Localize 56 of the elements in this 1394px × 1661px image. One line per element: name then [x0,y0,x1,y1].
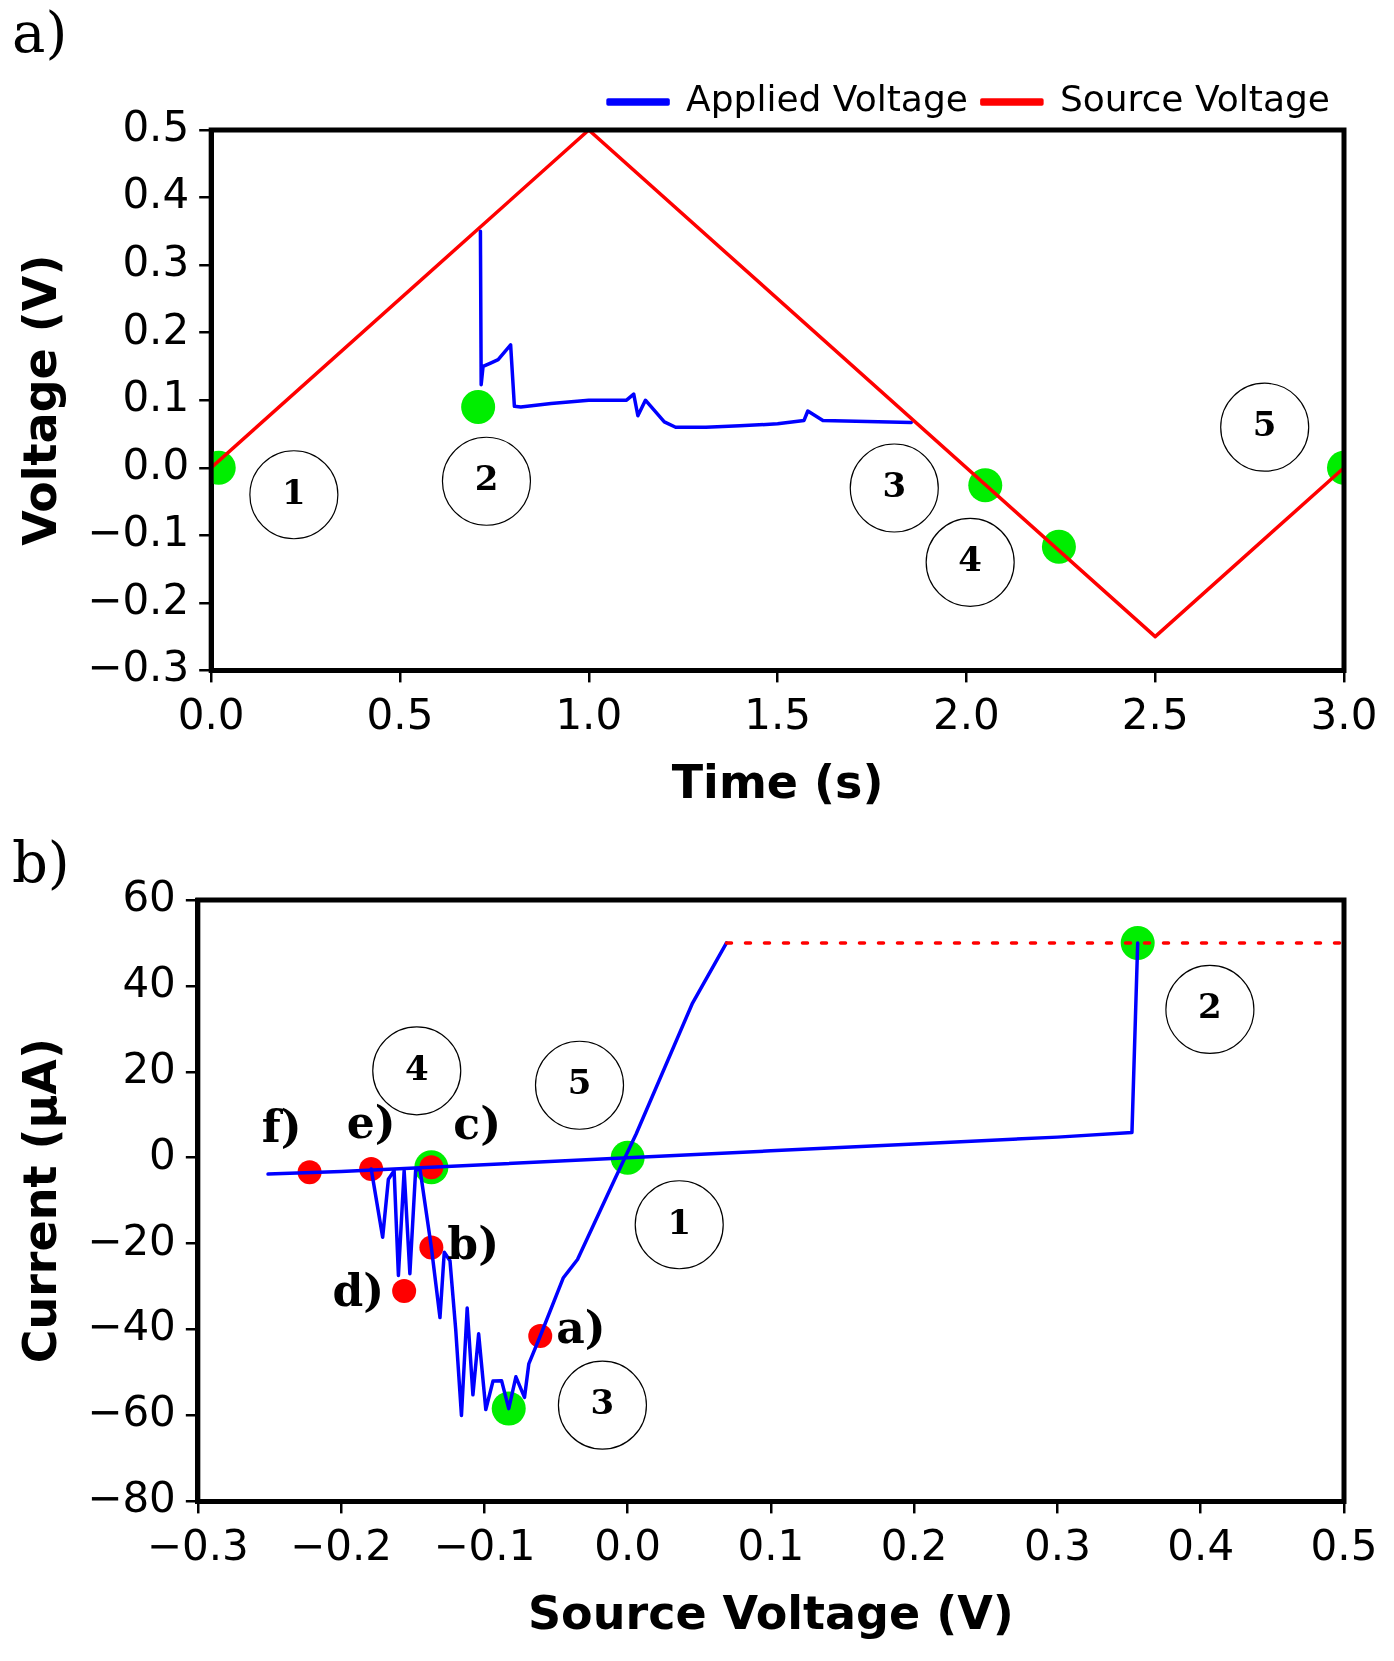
annotation: 5 [567,1062,592,1103]
data-label: f) [261,1100,302,1152]
x-tick-label: 0.3 [1024,1520,1091,1570]
data-label: b) [447,1217,499,1269]
data-label: e) [346,1097,396,1149]
x-tick-label: 3.0 [1310,689,1378,739]
annotation: 5 [1252,404,1277,445]
data-label: c) [453,1097,501,1149]
x-tick-label: −0.1 [433,1520,536,1570]
annotation: 1 [667,1201,692,1242]
y-tick-label: 0.5 [122,101,190,151]
annotation: 3 [882,464,907,505]
annotation: 2 [474,458,499,499]
legend-label: Applied Voltage [686,78,968,120]
x-tick-label: 0.4 [1167,1520,1235,1570]
legend-label: Source Voltage [1059,78,1330,120]
annotation: 4 [958,539,983,580]
y-tick-label: 40 [122,957,176,1007]
x-tick-label: 0.2 [880,1520,948,1570]
y-tick-label: 0.0 [122,439,190,489]
y-tick-label: −40 [87,1301,176,1351]
x-tick-label: −0.2 [290,1520,393,1570]
y-tick-label: −60 [87,1387,176,1437]
y-tick-label: 20 [122,1043,176,1093]
data-label: d) [332,1265,385,1317]
x-tick-label: 2.0 [933,689,1000,739]
annotation: 4 [404,1047,429,1088]
chart-title: a) [12,0,68,65]
y-tick-label: 0.2 [122,304,190,354]
x-tick-label: 1.0 [555,689,623,739]
y-axis-title: Current (μA) [12,1038,67,1364]
y-axis-title: Voltage (V) [12,254,67,546]
data-label: a) [556,1302,606,1354]
y-tick-label: −0.1 [87,507,190,557]
annotation: 3 [590,1382,615,1422]
y-tick-label: −0.2 [87,574,190,624]
x-tick-label: 1.5 [744,689,811,739]
y-tick-label: 60 [122,871,176,921]
x-axis-title: Source Voltage (V) [527,1586,1014,1641]
x-tick-label: 0.0 [177,689,245,739]
annotation: 1 [282,471,306,512]
y-tick-label: −80 [87,1473,176,1523]
x-tick-label: 2.5 [1121,689,1189,739]
y-tick-label: 0.3 [122,237,190,287]
chart-title: b) [12,830,70,895]
annotation: 2 [1198,986,1222,1027]
x-axis-title: Time (s) [671,755,884,810]
y-tick-label: −20 [87,1215,176,1265]
x-tick-label: 0.1 [737,1520,805,1570]
x-tick-label: 0.5 [1310,1520,1378,1570]
y-tick-label: 0 [149,1129,176,1179]
y-tick-label: −0.3 [87,642,190,692]
y-tick-label: 0.1 [122,372,190,422]
y-tick-label: 0.4 [122,169,190,219]
x-tick-label: 0.5 [366,689,434,739]
x-tick-label: 0.0 [594,1520,662,1570]
